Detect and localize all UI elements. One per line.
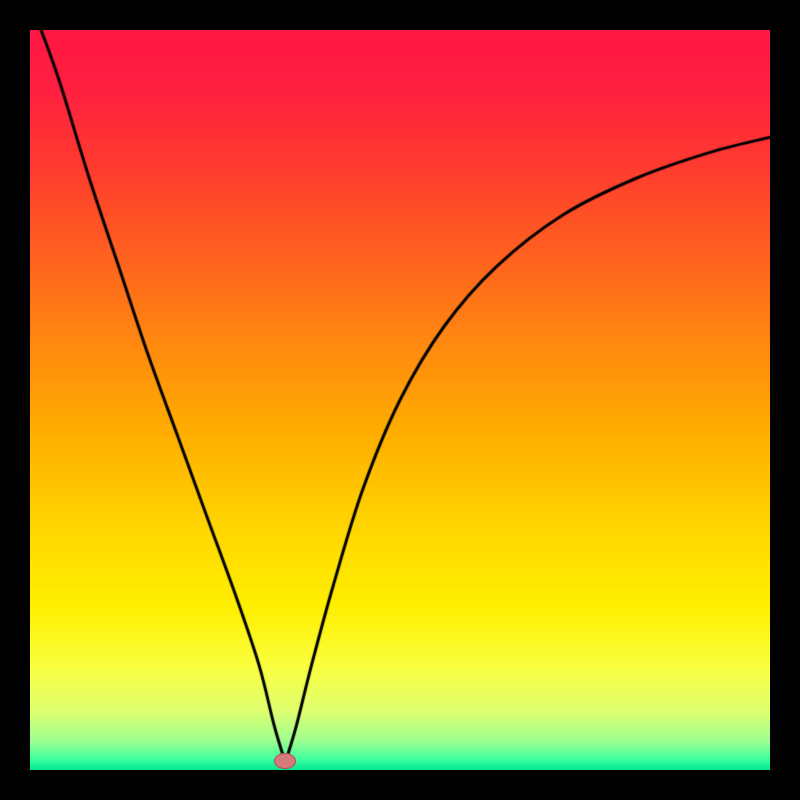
frame-right — [770, 0, 798, 800]
frame-left — [0, 0, 30, 800]
frame-top — [0, 0, 800, 30]
bottleneck-chart-canvas — [30, 30, 770, 770]
frame-bottom — [0, 770, 800, 800]
